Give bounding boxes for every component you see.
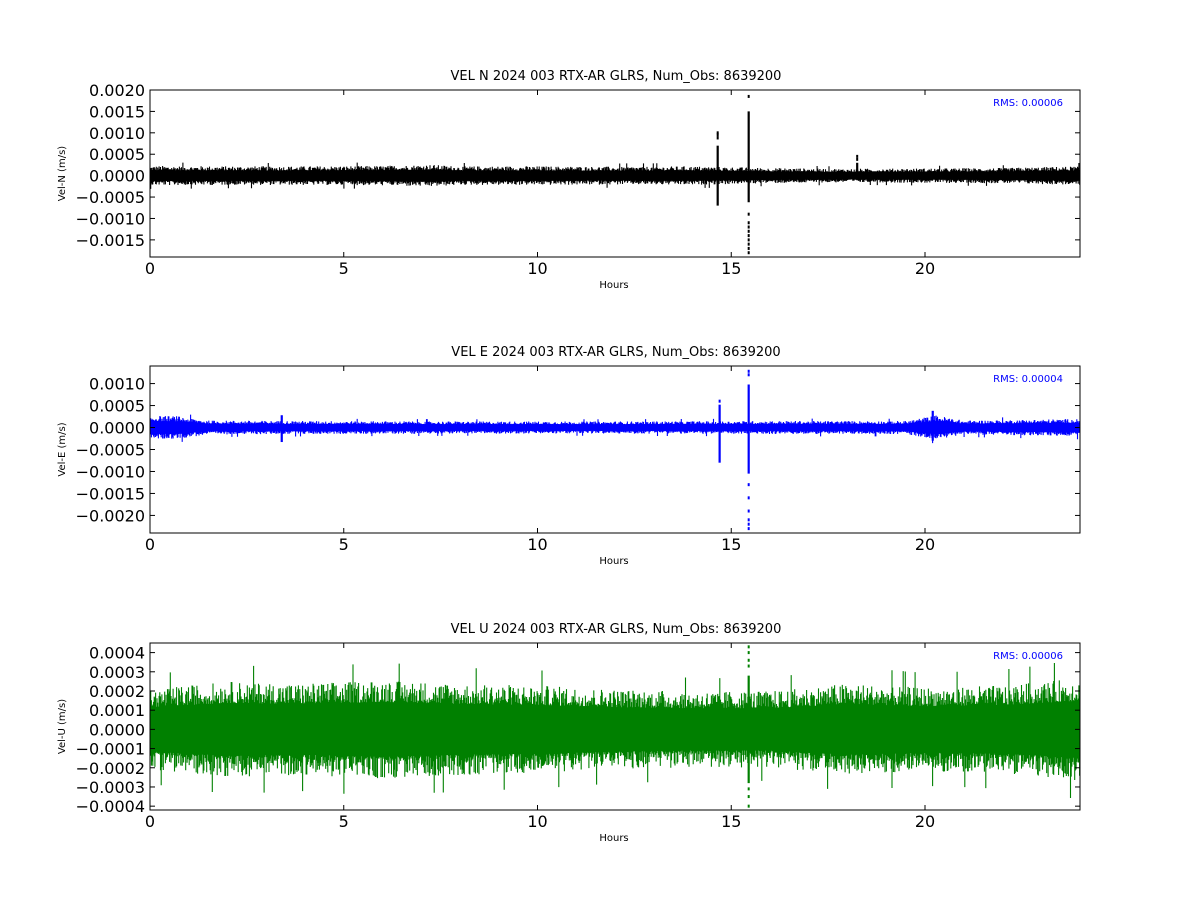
vel-e-y-tick-label: −0.0020 xyxy=(76,506,145,525)
vel-u-x-axis-label: Hours xyxy=(599,833,628,844)
vel-e-chart-title: VEL E 2024 003 RTX-AR GLRS, Num_Obs: 863… xyxy=(451,345,780,360)
vel-u-x-tick-label: 20 xyxy=(915,812,935,831)
vel-e-outlier-point xyxy=(747,369,750,373)
vel-u-y-tick-label: 0.0001 xyxy=(89,701,145,720)
vel-e-x-tick-label: 5 xyxy=(339,535,349,554)
vel-n-y-tick-label: 0.0005 xyxy=(89,145,145,164)
vel-e-y-tick-label: −0.0015 xyxy=(76,484,145,503)
vel-u-outlier-point xyxy=(747,645,750,649)
vel-e-y-tick-label: 0.0005 xyxy=(89,397,145,416)
vel-n-panel: 0 5 10 15 20 0.0020 0.0015 0.0010 0.0005 0.0000 −0… xyxy=(57,69,1081,291)
vel-e-y-tick-label: 0.0000 xyxy=(89,419,145,438)
vel-e-series xyxy=(150,369,1080,531)
vel-n-x-tick-label: 0 xyxy=(145,259,155,278)
vel-e-rms-annotation: RMS: 0.00004 xyxy=(993,374,1063,385)
vel-u-y-tick-label: 0.0004 xyxy=(89,644,145,663)
vel-u-series xyxy=(150,645,1080,808)
vel-e-x-tick-label: 15 xyxy=(721,535,741,554)
vel-n-y-tick-label: 0.0010 xyxy=(89,124,145,143)
vel-n-chart-title: VEL N 2024 003 RTX-AR GLRS, Num_Obs: 863… xyxy=(451,69,782,84)
vel-n-rms-annotation: RMS: 0.00006 xyxy=(993,98,1063,109)
vel-n-outlier-point xyxy=(747,94,750,98)
vel-n-outlier-point xyxy=(747,251,750,255)
vel-n-outlier-point xyxy=(747,212,750,216)
vel-u-rms-annotation: RMS: 0.00006 xyxy=(993,651,1063,662)
vel-u-y-tick-label: 0.0003 xyxy=(89,663,145,682)
vel-u-outlier-point xyxy=(747,664,750,668)
vel-n-outlier-point xyxy=(747,221,750,225)
vel-u-y-tick-label: −0.0003 xyxy=(76,778,145,797)
vel-e-outlier-point xyxy=(747,518,750,522)
vel-n-y-tick-label: 0.0000 xyxy=(89,167,145,186)
vel-e-y-tick-label: 0.0010 xyxy=(89,375,145,394)
vel-n-outlier-point xyxy=(747,234,750,238)
vel-e-outlier-point xyxy=(747,483,750,487)
vel-u-y-tick-label: −0.0004 xyxy=(76,797,145,816)
vel-u-x-tick-label: 10 xyxy=(527,812,547,831)
vel-e-outlier-point xyxy=(747,373,750,377)
vel-n-y-tick-label: 0.0020 xyxy=(89,81,145,100)
vel-u-x-tick-label: 15 xyxy=(721,812,741,831)
vel-n-series xyxy=(150,94,1080,255)
vel-u-outlier-point xyxy=(747,787,750,791)
vel-n-axes-frame xyxy=(149,89,1081,258)
vel-n-outlier-point xyxy=(747,238,750,242)
vel-u-y-tick-label: 0.0002 xyxy=(89,682,145,701)
vel-u-outlier-point xyxy=(747,651,750,655)
vel-e-outlier-point xyxy=(747,527,750,531)
vel-e-x-tick-label: 0 xyxy=(145,535,155,554)
vel-u-axes-frame xyxy=(149,642,1081,811)
vel-n-outlier-point xyxy=(747,246,750,250)
vel-n-outlier-point xyxy=(716,133,719,137)
vel-n-x-tick-label: 5 xyxy=(339,259,349,278)
vel-e-x-tick-label: 10 xyxy=(527,535,547,554)
vel-n-x-tick-label: 10 xyxy=(527,259,547,278)
vel-u-y-tick-label: 0.0000 xyxy=(89,720,145,739)
vel-n-x-tick-label: 15 xyxy=(721,259,741,278)
vel-u-chart-title: VEL U 2024 003 RTX-AR GLRS, Num_Obs: 863… xyxy=(451,622,782,637)
vel-e-outlier-point xyxy=(718,399,721,403)
vel-e-x-axis-label: Hours xyxy=(599,556,628,567)
vel-n-outlier-point xyxy=(856,157,859,161)
vel-n-y-tick-label: −0.0015 xyxy=(76,231,145,250)
vel-e-panel: 0 5 10 15 20 0.0010 0.0005 0.0000 −0.0005 −0.0010… xyxy=(57,345,1081,567)
vel-n-y-tick-label: −0.0010 xyxy=(76,209,145,228)
vel-n-outlier-point xyxy=(716,136,719,140)
vel-u-y-tick-label: −0.0002 xyxy=(76,759,145,778)
vel-e-x-tick-label: 20 xyxy=(915,535,935,554)
vel-u-x-tick-label: 0 xyxy=(145,812,155,831)
vel-e-y-tick-label: −0.0005 xyxy=(76,441,145,460)
vel-u-y-axis-label: Vel-U (m/s) xyxy=(57,699,68,754)
vel-n-outlier-point xyxy=(716,131,719,135)
vel-n-outlier-point xyxy=(856,154,859,158)
vel-u-outlier-point xyxy=(747,795,750,799)
vel-u-outlier-point xyxy=(747,658,750,662)
vel-n-outlier-point xyxy=(747,229,750,233)
vel-n-x-axis-label: Hours xyxy=(599,280,628,291)
vel-u-outlier-point xyxy=(747,804,750,808)
vel-e-outlier-point xyxy=(747,496,750,500)
vel-e-noise-band xyxy=(150,414,1080,444)
vel-n-outlier-point xyxy=(747,242,750,246)
vel-e-outlier-point xyxy=(747,522,750,526)
vel-e-outlier-point xyxy=(747,509,750,513)
vel-e-y-axis-label: Vel-E (m/s) xyxy=(57,422,68,476)
vel-n-y-tick-label: −0.0005 xyxy=(76,188,145,207)
vel-n-outlier-point xyxy=(747,225,750,229)
vel-u-noise-band xyxy=(150,662,1080,799)
vel-e-y-tick-label: −0.0010 xyxy=(76,462,145,481)
vel-n-x-tick-label: 20 xyxy=(915,259,935,278)
vel-u-y-tick-label: −0.0001 xyxy=(76,740,145,759)
vel-n-y-tick-label: 0.0015 xyxy=(89,102,145,121)
vel-u-x-tick-label: 5 xyxy=(339,812,349,831)
vel-u-panel: 0 5 10 15 200.00040.00030.00020.00010.0000−0… xyxy=(57,622,1081,844)
vel-n-noise-band xyxy=(150,162,1080,189)
vel-n-y-axis-label: Vel-N (m/s) xyxy=(57,146,68,201)
vel-e-plot-area xyxy=(150,366,1080,533)
